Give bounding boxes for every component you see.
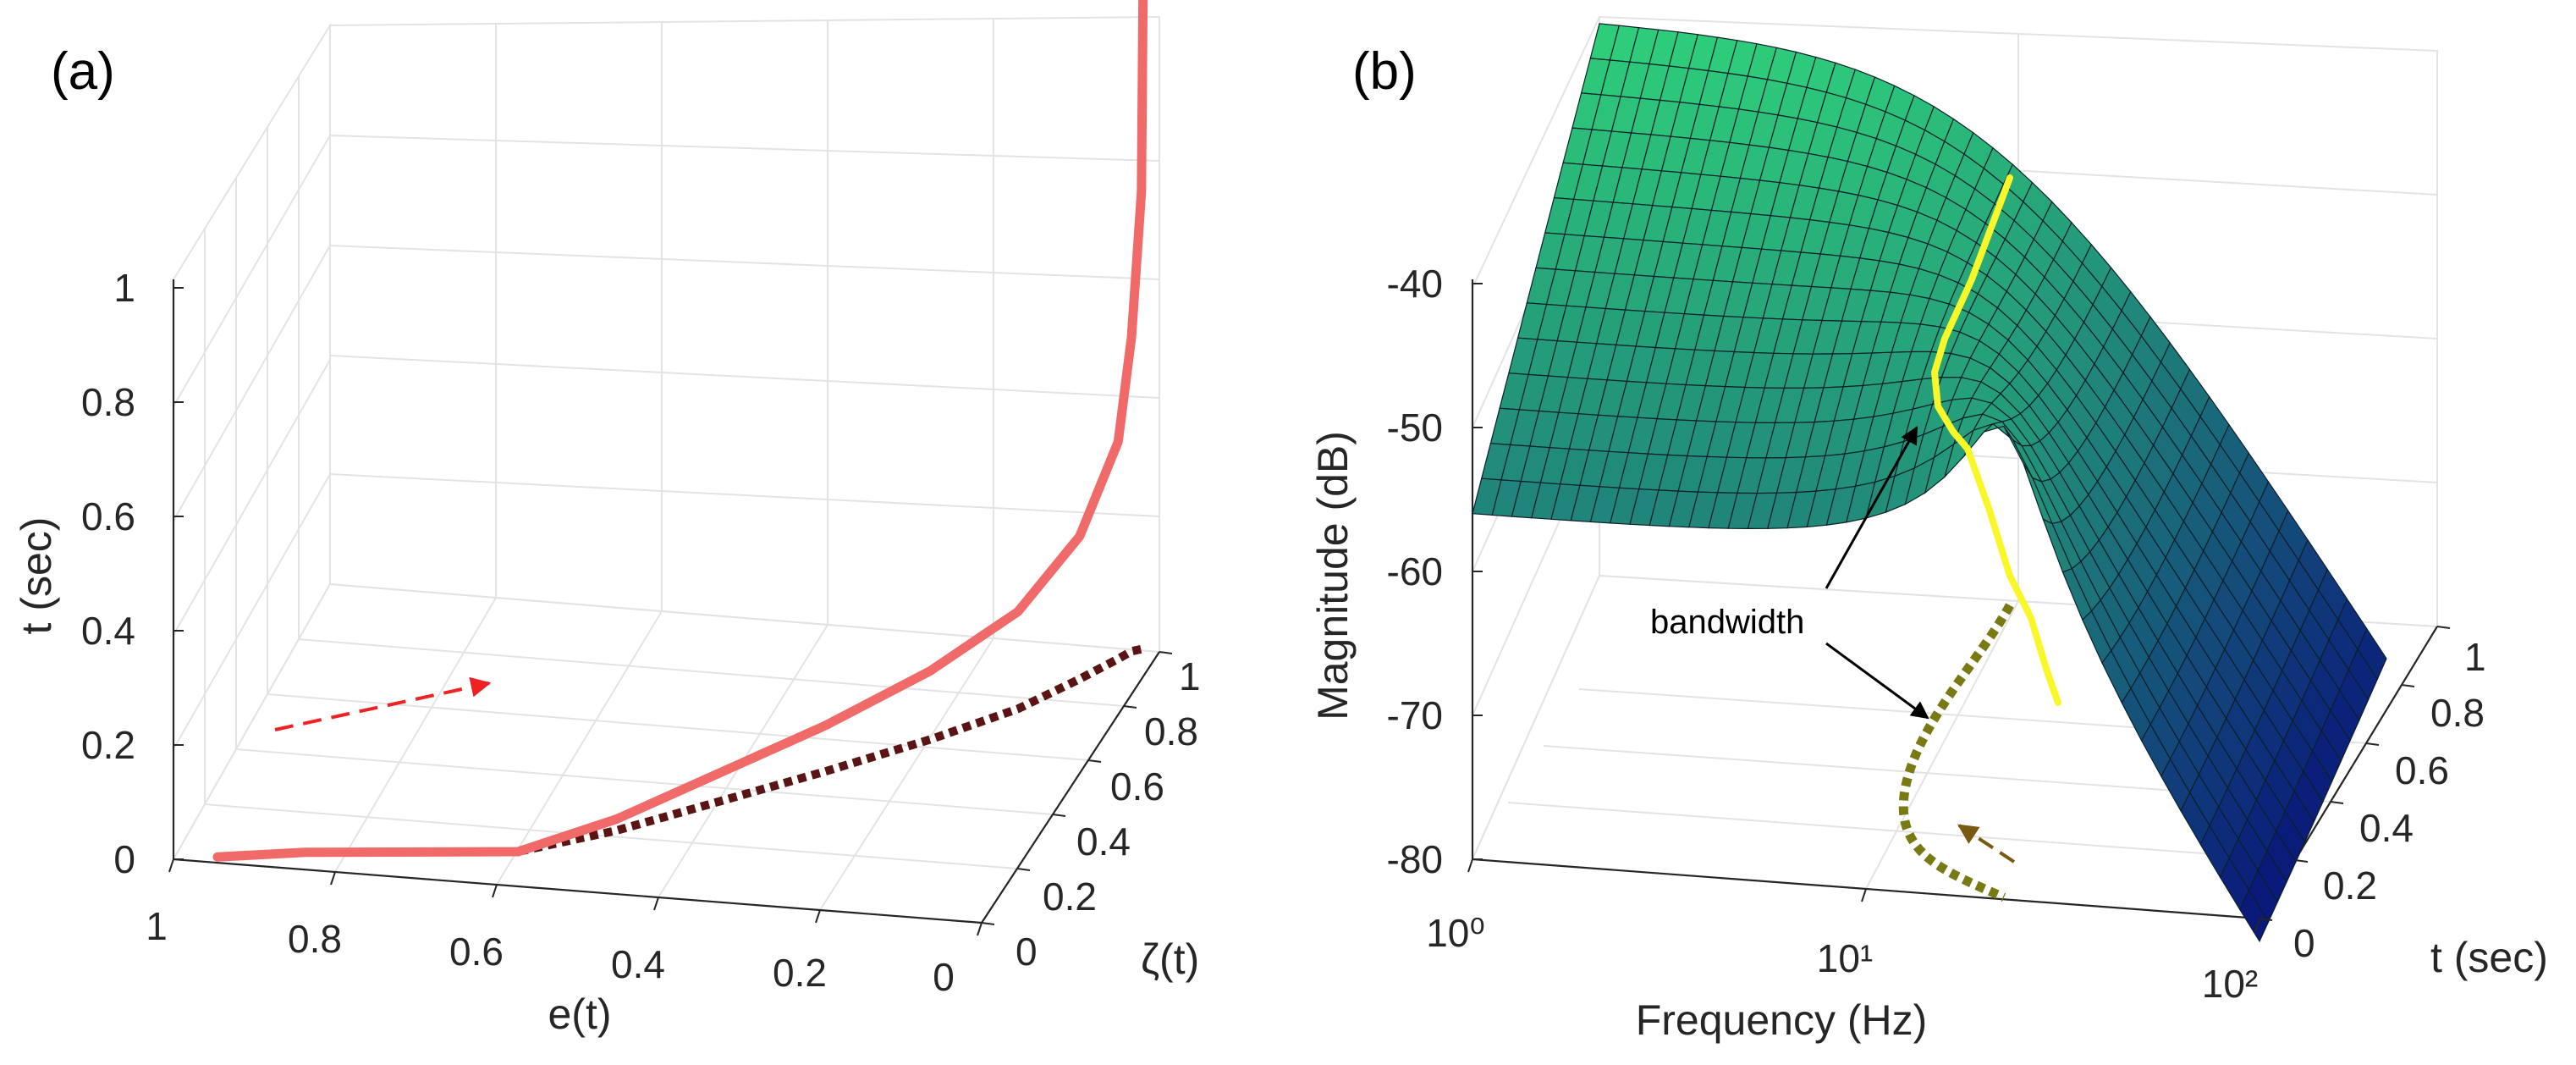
a-projection-line [217, 643, 1148, 862]
bandwidth-annotation-arrow-2 [1825, 642, 1929, 720]
panel-a-y-ticks: 0 0.2 0.4 0.6 0.8 1 [981, 651, 1201, 974]
panel-b-z-ticks: -80 -70 -60 -50 -40 [1387, 262, 1483, 881]
surface-patch [2239, 889, 2270, 943]
bandwidth-annotation-arrow-1 [1825, 426, 1918, 589]
b-x-tick-2: 10² [2202, 962, 2258, 1006]
a-x-tick-4: 0.2 [773, 951, 827, 995]
b-y-tick-2: 0.4 [2359, 806, 2414, 850]
bandwidth-curve [1931, 174, 2061, 706]
b-z-tick-4: -40 [1387, 262, 1443, 306]
b-z-tick-3: -50 [1387, 406, 1443, 450]
bandwidth-annotation: bandwidth [1650, 604, 1804, 641]
panel-a-x-ticks: 1 0.8 0.6 0.4 0.2 0 [146, 858, 983, 999]
panel-b-y-ticks: 0 0.2 0.4 0.6 0.8 1 [2259, 626, 2486, 965]
a-x-tick-3: 0.4 [611, 942, 665, 986]
b-y-tick-1: 0.2 [2323, 864, 2377, 908]
a-x-tick-2: 0.6 [449, 930, 504, 974]
a-z-tick-4: 0.8 [81, 380, 135, 424]
a-x-tick-1: 0.8 [288, 917, 342, 961]
panel-a: 0 0.2 0.4 0.6 0.8 1 t (sec) 1 0.8 0.6 0.… [13, 0, 1201, 1038]
a-y-tick-0: 0 [1016, 930, 1038, 974]
a-z-tick-3: 0.6 [81, 494, 135, 538]
panel-a-axes [172, 279, 1160, 924]
b-y-tick-3: 0.6 [2395, 748, 2449, 792]
b-y-tick-0: 0 [2293, 921, 2315, 965]
b-y-label: t (sec) [2430, 934, 2548, 981]
b-z-tick-1: -70 [1387, 693, 1443, 737]
b-x-tick-0: 10⁰ [1426, 911, 1485, 955]
panel-b-label: (b) [1352, 42, 1417, 101]
a-x-tick-5: 0 [933, 955, 955, 999]
a-y-tick-4: 0.8 [1144, 709, 1198, 753]
b-x-label: Frequency (Hz) [1636, 996, 1928, 1044]
a-y-label: ζ(t) [1141, 935, 1199, 983]
a-direction-arrow [274, 676, 492, 731]
a-y-tick-3: 0.6 [1110, 764, 1164, 808]
a-z-tick-2: 0.4 [81, 609, 135, 653]
panel-b: bandwidth -80 -70 -60 -50 -40 Magnitude … [1309, 15, 2548, 1044]
panel-a-z-ticks: 0 0.2 0.4 0.6 0.8 1 [81, 266, 184, 881]
magnitude-surface [1472, 23, 2387, 943]
a-z-tick-5: 1 [113, 266, 135, 310]
b-z-tick-0: -80 [1387, 837, 1443, 881]
panel-a-label: (a) [51, 42, 115, 101]
panel-a-grid [172, 15, 1161, 924]
b-y-tick-4: 0.8 [2430, 691, 2485, 735]
b-x-tick-1: 10¹ [1817, 936, 1873, 980]
b-z-tick-2: -60 [1387, 549, 1443, 593]
b-y-tick-5: 1 [2464, 635, 2486, 679]
a-x-tick-0: 1 [146, 904, 168, 948]
a-x-label: e(t) [548, 991, 612, 1038]
a-y-tick-1: 0.2 [1043, 875, 1097, 919]
b-direction-arrow [1957, 824, 2016, 864]
a-z-label: t (sec) [13, 517, 60, 635]
a-y-tick-2: 0.4 [1076, 819, 1131, 864]
a-z-tick-1: 0.2 [81, 723, 135, 767]
bandwidth-projection-line [1898, 603, 2014, 902]
b-z-label: Magnitude (dB) [1309, 431, 1357, 720]
panel-b-x-ticks: 10⁰ 10¹ 10² [1426, 858, 2260, 1006]
a-z-tick-0: 0 [113, 837, 135, 881]
a-trajectory-line [212, 0, 1148, 862]
a-y-tick-5: 1 [1179, 654, 1201, 698]
